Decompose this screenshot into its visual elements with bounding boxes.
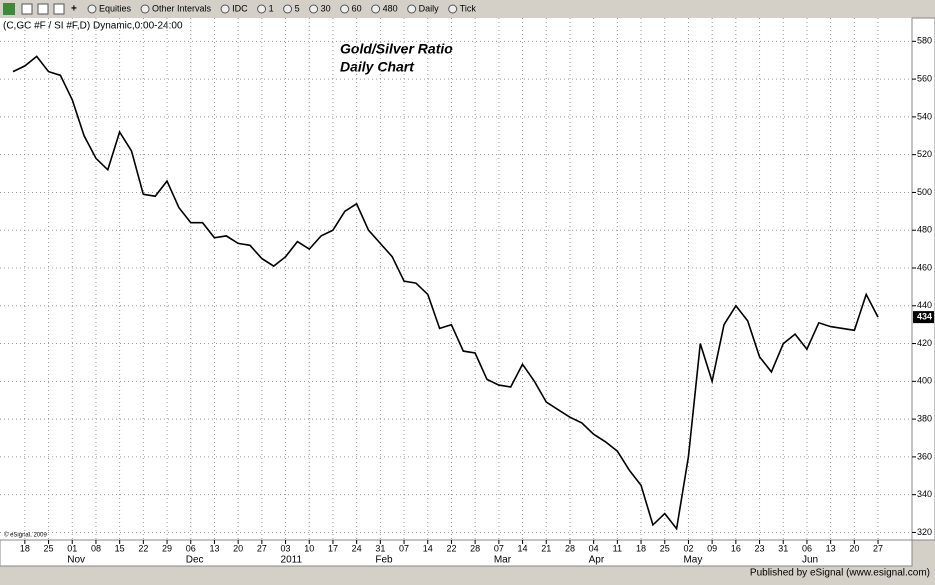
y-tick-label: 420 <box>917 338 932 348</box>
y-tick-label: 380 <box>917 413 932 423</box>
x-tick-label: 02 <box>683 543 693 553</box>
x-tick-label: 01 <box>67 543 77 553</box>
x-tick-label: 04 <box>589 543 599 553</box>
x-tick-label: 08 <box>91 543 101 553</box>
toolbar-button[interactable]: 5 <box>295 3 300 13</box>
x-tick-label: 27 <box>257 543 267 553</box>
x-tick-label: 10 <box>304 543 314 553</box>
x-tick-label: 20 <box>233 543 243 553</box>
x-axis-panel <box>0 539 913 567</box>
footer: Published by eSignal (www.esignal.com) <box>750 568 930 579</box>
x-tick-label: 17 <box>328 543 338 553</box>
y-tick-label: 500 <box>917 187 932 197</box>
toolbar-button-icon <box>87 4 97 14</box>
x-tick-label: 09 <box>707 543 717 553</box>
y-tick-label: 540 <box>917 111 932 121</box>
x-tick-label: 22 <box>138 543 148 553</box>
month-label: 2011 <box>281 555 303 566</box>
plot-area <box>0 18 912 540</box>
toolbar-icon[interactable] <box>37 3 49 15</box>
toolbar-icon[interactable] <box>53 3 65 15</box>
x-tick-label: 03 <box>281 543 291 553</box>
x-tick-label: 14 <box>518 543 528 553</box>
y-tick-label: 340 <box>917 489 932 499</box>
x-tick-label: 31 <box>375 543 385 553</box>
x-tick-label: 31 <box>778 543 788 553</box>
symbol-label: (C,GC #F / SI #F,D) Dynamic,0:00-24:00 <box>3 21 183 32</box>
y-tick-label: 360 <box>917 451 932 461</box>
toolbar-button[interactable]: Equities <box>99 3 132 13</box>
grid <box>0 18 912 540</box>
x-tick-label: 11 <box>613 543 622 553</box>
price-line <box>12 55 879 531</box>
toolbar-button-icon <box>407 4 417 14</box>
month-label: Feb <box>375 555 393 566</box>
x-tick-label: 22 <box>446 543 456 553</box>
last-value-label: 434 <box>917 311 932 321</box>
x-tick-label: 27 <box>873 543 883 553</box>
x-tick-label: 20 <box>849 543 859 553</box>
x-tick-label: 21 <box>541 543 551 553</box>
toolbar-button[interactable]: IDC <box>232 3 248 13</box>
toolbar-button[interactable]: 30 <box>321 3 331 13</box>
toolbar-button-icon <box>340 4 350 14</box>
toolbar-button-icon <box>140 4 150 14</box>
x-tick-label: 07 <box>399 543 409 553</box>
x-tick-label: 18 <box>20 543 30 553</box>
x-tick-label: 25 <box>44 543 54 553</box>
y-tick-label: 480 <box>917 225 932 235</box>
toolbar-icon[interactable] <box>21 3 33 15</box>
x-tick-label: 25 <box>660 543 670 553</box>
y-tick-label: 440 <box>917 300 932 310</box>
y-tick-label: 320 <box>917 527 932 537</box>
toolbar-button-icon <box>448 4 458 14</box>
x-tick-label: 06 <box>802 543 812 553</box>
toolbar-button-icon <box>371 4 381 14</box>
chart-title: Gold/Silver Ratio <box>340 41 453 57</box>
toolbar-button-icon <box>309 4 319 14</box>
y-tick-label: 400 <box>917 376 932 386</box>
last-value-box <box>913 311 934 324</box>
toolbar-button[interactable]: 480 <box>383 3 398 13</box>
x-tick-label: 16 <box>731 543 741 553</box>
toolbar-plus[interactable]: + <box>71 4 77 15</box>
toolbar <box>0 0 935 18</box>
month-label: Jun <box>802 555 818 566</box>
x-tick-label: 06 <box>186 543 196 553</box>
x-tick-label: 13 <box>826 543 836 553</box>
toolbar-button[interactable]: 1 <box>269 3 274 13</box>
toolbar-button-icon <box>220 4 230 14</box>
x-tick-label: 29 <box>162 543 172 553</box>
x-tick-label: 14 <box>423 543 433 553</box>
toolbar-button[interactable]: Daily <box>419 3 440 13</box>
x-tick-label: 24 <box>352 543 362 553</box>
y-tick-label: 460 <box>917 262 932 272</box>
month-label: Apr <box>589 555 605 566</box>
toolbar-icon[interactable] <box>3 3 15 15</box>
x-tick-label: 23 <box>755 543 765 553</box>
month-label: Mar <box>494 555 512 566</box>
month-label: Dec <box>186 555 204 566</box>
toolbar-button-icon <box>257 4 267 14</box>
y-tick-label: 560 <box>917 73 932 83</box>
toolbar-button[interactable]: Tick <box>460 3 477 13</box>
month-label: May <box>683 555 702 566</box>
x-tick-label: 15 <box>115 543 125 553</box>
x-tick-label: 13 <box>209 543 219 553</box>
chart-subtitle: Daily Chart <box>340 59 415 75</box>
x-tick-label: 18 <box>636 543 646 553</box>
toolbar-button-icon <box>283 4 293 14</box>
x-tick-label: 28 <box>470 543 480 553</box>
x-tick-label: 07 <box>494 543 504 553</box>
toolbar-button[interactable]: 60 <box>352 3 362 13</box>
y-axis-panel <box>911 17 935 541</box>
x-tick-label: 28 <box>565 543 575 553</box>
y-tick-label: 520 <box>917 149 932 159</box>
watermark: © eSignal, 2009 <box>4 532 47 539</box>
y-tick-label: 580 <box>917 36 932 46</box>
month-label: Nov <box>67 555 85 566</box>
toolbar-button[interactable]: Other Intervals <box>152 3 212 13</box>
